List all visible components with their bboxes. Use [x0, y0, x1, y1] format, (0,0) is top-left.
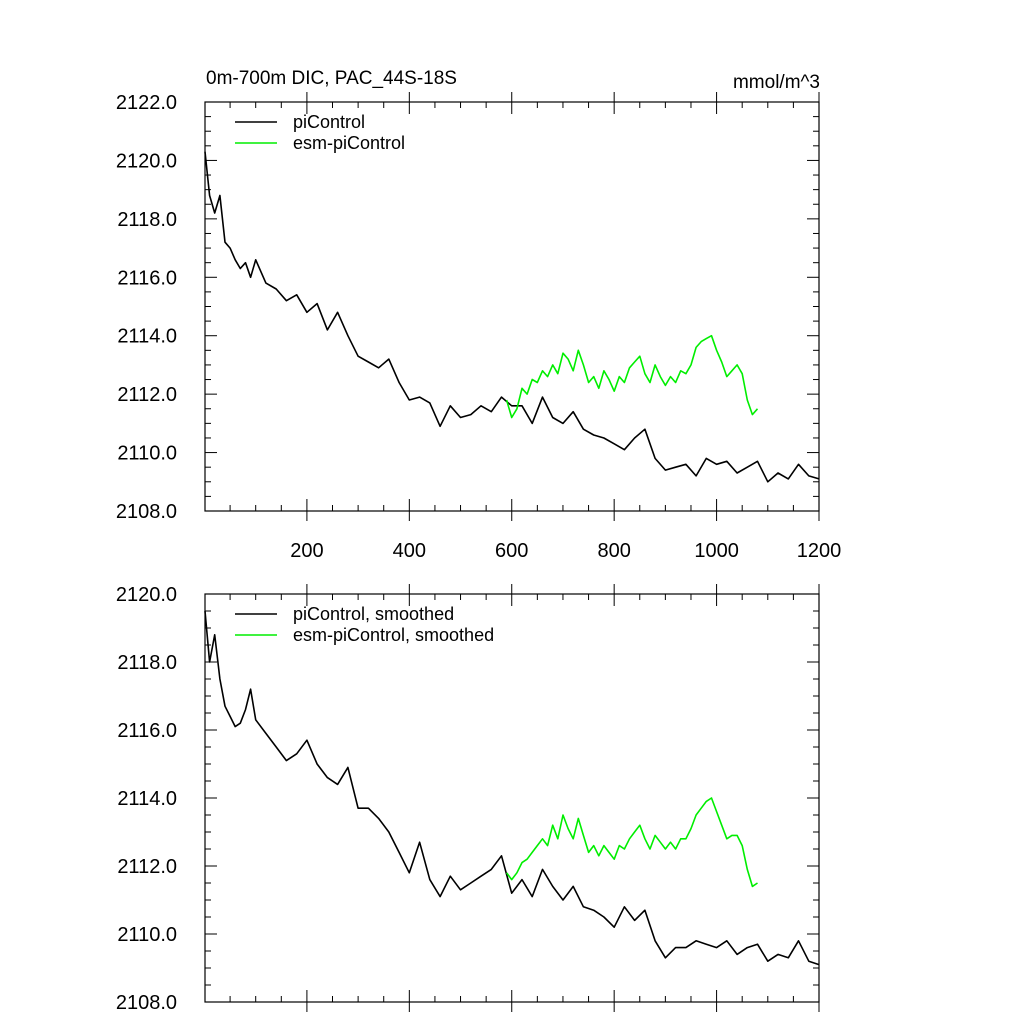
y-tick-label: 2108.0	[116, 501, 177, 523]
x-tick-label: 1200	[797, 540, 842, 562]
series-line-piControl	[204, 610, 820, 966]
y-tick-label: 2114.0	[117, 788, 177, 810]
y-tick-label: 2120.0	[116, 584, 177, 606]
legend-label: esm-piControl	[293, 133, 405, 153]
legend-label: piControl	[293, 112, 365, 132]
units-label: mmol/m^3	[733, 72, 820, 93]
x-tick-label: 1000	[694, 540, 739, 562]
y-tick-label: 2116.0	[117, 267, 177, 289]
y-tick-label: 2112.0	[117, 856, 177, 878]
y-tick-label: 2110.0	[117, 924, 177, 946]
legend-label: piControl, smoothed	[293, 604, 454, 624]
series-line-piControl	[204, 151, 820, 483]
series-line-esm_piControl	[505, 334, 759, 419]
y-tick-label: 2118.0	[117, 652, 177, 674]
chart-title: 0m-700m DIC, PAC_44S-18S	[206, 68, 457, 89]
x-tick-label: 800	[597, 540, 630, 562]
y-tick-label: 2116.0	[117, 720, 177, 742]
legend-label: esm-piControl, smoothed	[293, 625, 494, 645]
y-tick-label: 2120.0	[116, 150, 177, 172]
series-line-esm_piControl	[505, 797, 758, 888]
bottom-panel: 2108.0 2110.0 2112.0 2114.0 2116.0 2118.0 2120…	[116, 584, 820, 1014]
y-tick-label: 2118.0	[117, 209, 177, 231]
x-tick-label: 600	[495, 540, 528, 562]
y-tick-label: 2112.0	[117, 384, 177, 406]
plot-frame	[204, 101, 820, 512]
x-tick-label: 200	[290, 540, 323, 562]
x-tick-label: 400	[393, 540, 426, 562]
y-tick-label: 2108.0	[116, 992, 177, 1014]
y-tick-label: 2110.0	[117, 443, 177, 465]
y-tick-label: 2114.0	[117, 326, 177, 348]
top-panel: 0m-700m DIC, PAC_44S-18S mmol/m^3 200 400…	[116, 68, 841, 562]
y-tick-label: 2122.0	[116, 92, 177, 114]
